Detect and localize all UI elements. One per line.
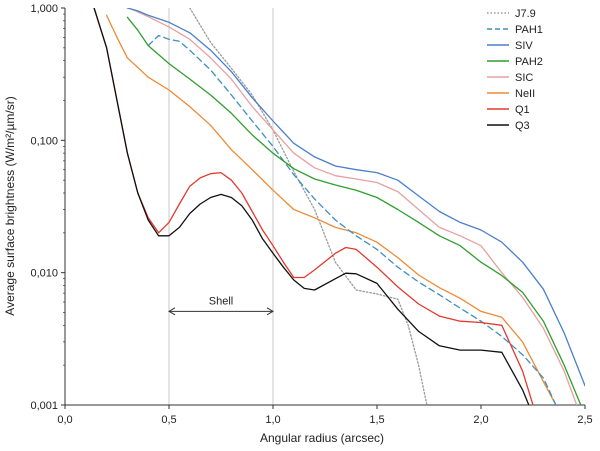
x-tick-label: 0,5 (161, 414, 176, 426)
series-line-pah1 (147, 34, 557, 405)
legend-label: NeII (515, 88, 535, 100)
series-line-j7-9 (189, 8, 428, 405)
legend-label: Q1 (515, 104, 530, 116)
shell-label: Shell (209, 295, 233, 307)
series-lines (93, 8, 585, 405)
legend: J7.9 PAH1 SIV PAH2 SIC NeII Q1 Q3 (487, 8, 543, 132)
shell-annotation: Shell (168, 295, 274, 316)
legend-label: PAH2 (515, 56, 543, 68)
x-tick-label: 0,0 (57, 414, 72, 426)
shell-arrow-right-head (266, 307, 274, 316)
legend-label: Q3 (515, 120, 530, 132)
series-line-sic (130, 8, 578, 405)
series-line-siv (126, 8, 585, 387)
x-axis-title: Angular radius (arcsec) (260, 431, 384, 445)
legend-label: SIV (515, 40, 533, 52)
x-tick-label: 2,0 (473, 414, 488, 426)
x-tick-label: 1,0 (265, 414, 280, 426)
y-tick-label: 1,000 (30, 3, 58, 15)
x-tick-label: 1,5 (369, 414, 384, 426)
series-line-q1 (93, 8, 534, 405)
y-axis-title: Average surface brightness (W/m²/µm/sr) (3, 96, 17, 315)
y-tick-label: 0,010 (30, 268, 58, 280)
legend-label: J7.9 (515, 8, 536, 20)
x-tick-label: 2,5 (577, 414, 592, 426)
legend-label: PAH1 (515, 24, 543, 36)
shell-arrow-left-head (168, 307, 176, 316)
y-tick-label: 0,001 (30, 400, 58, 412)
series-line-neii (105, 14, 557, 405)
series-line-q3 (93, 8, 530, 405)
axes (61, 7, 586, 409)
tick-labels: 0,001 0,010 0,100 1,000 0,0 0,5 1,0 1,5 2,0 2,5 (30, 3, 592, 426)
grid-lines (168, 8, 274, 405)
legend-label: SIC (515, 72, 533, 84)
y-tick-label: 0,100 (30, 135, 58, 147)
series-line-pah2 (126, 16, 582, 405)
